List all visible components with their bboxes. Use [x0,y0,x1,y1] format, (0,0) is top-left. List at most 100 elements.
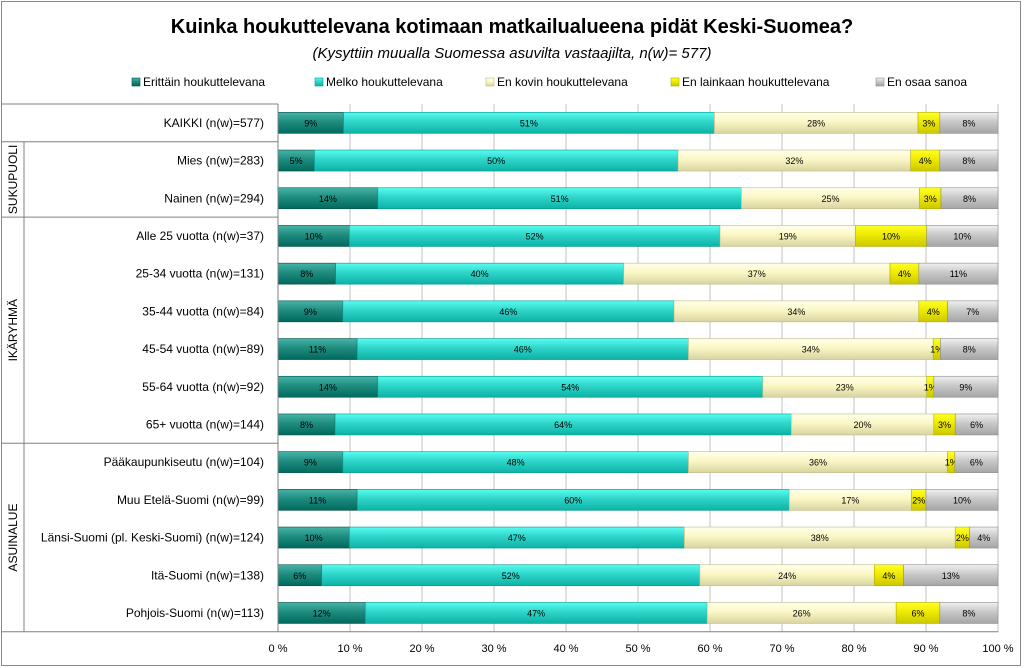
bar-row: 14% 54% 23% 1% 9% [277,375,999,398]
bar-segment [969,526,999,549]
data-label: 4% [927,307,940,317]
legend-swatch [485,77,495,87]
bar-segment [940,187,999,210]
data-label: 1% [930,345,943,355]
group-label: IKÄRYHMÄ [6,299,20,361]
category-label: 65+ vuotta (n(w)=144) [146,417,264,431]
bar-segment [939,602,999,624]
data-label: 6% [911,608,924,618]
category-label: 55-64 vuotta (n(w)=92) [142,380,264,394]
x-tick-label: 30 % [481,643,506,655]
chart-subtitle: (Kysyttiin muualla Suomessa asuvilta vas… [313,45,712,62]
bar-row: 6% 52% 24% 4% 13% [277,564,999,587]
legend-item: En osaa sanoa [875,75,967,89]
data-label: 6% [970,458,983,468]
bar-segment [925,489,999,511]
data-label: 9% [304,458,317,468]
data-label: 1% [945,458,958,468]
category-label: Nainen (n(w)=294) [164,191,264,205]
data-label: 8% [962,608,975,618]
legend: Erittäin houkuttelevana Melko houkuttelev… [131,75,967,89]
legend-label: Erittäin houkuttelevana [143,75,265,89]
data-label: 34% [787,307,805,317]
data-label: 13% [942,571,960,581]
data-label: 4% [898,269,911,279]
bar-row: 10% 52% 19% 10% 10% [277,225,999,247]
category-labels: KAIKKI (n(w)=577) Mies (n(w)=283) Nainen (… [41,116,264,620]
group-labels: SUKUPUOLI IKÄRYHMÄ ASUINALUE [2,103,278,633]
bar-row: 8% 64% 20% 3% 6% [277,413,999,436]
data-label: 20% [854,420,872,430]
bar-segment [940,338,999,360]
bar-row: 10% 47% 38% 2% 4% [277,526,999,549]
data-label: 46% [499,307,517,317]
x-tick-label: 60 % [697,643,722,655]
data-label: 24% [778,571,796,581]
data-label: 17% [841,495,859,505]
bar-row: 9% 48% 36% 1% 6% [277,451,999,473]
data-label: 38% [811,533,829,543]
category-label: KAIKKI (n(w)=577) [164,116,264,130]
data-label: 4% [882,571,895,581]
data-label: 37% [748,269,766,279]
legend-swatch [131,77,141,87]
bar-row: 11% 46% 34% 1% 8% [277,338,999,360]
data-label: 11% [309,345,326,355]
bar-segment [954,451,999,473]
data-label: 9% [304,307,317,317]
data-label: 64% [554,420,572,430]
data-label: 10% [882,231,900,241]
bar-row: 9% 46% 34% 4% 7% [277,300,999,323]
data-label: 14% [319,194,337,204]
data-label: 4% [919,156,932,166]
bar-segment [939,149,999,172]
data-label: 9% [304,118,317,128]
data-label: 5% [290,156,303,166]
data-label: 3% [924,194,937,204]
legend-item: Melko houkuttelevana [314,75,443,89]
data-label: 32% [785,156,803,166]
data-label: 4% [977,533,990,543]
bar-segment [918,262,999,285]
legend-label: Melko houkuttelevana [326,75,443,89]
data-label: 52% [502,571,520,581]
bar-segment [939,112,999,134]
data-label: 26% [793,608,811,618]
category-label: Pohjois-Suomi (n(w)=113) [126,606,264,620]
legend-swatch [670,77,680,87]
legend-item: Erittäin houkuttelevana [131,75,265,89]
data-label: 46% [514,345,532,355]
category-label: 45-54 vuotta (n(w)=89) [142,342,264,356]
data-label: 12% [313,608,331,618]
data-label: 48% [507,458,525,468]
x-axis: 0 % 10 % 20 % 30 % 40 % 50 % 60 % 70 % 80 % 90 % 1… [269,104,1014,655]
data-label: 8% [963,345,976,355]
bar-row: 9% 51% 28% 3% 8% [277,112,999,134]
chart-title: Kuinka houkuttelevana kotimaan matkailua… [171,16,853,38]
data-label: 8% [962,156,975,166]
bar-segment [903,564,999,587]
x-tick-label: 0 % [269,643,288,655]
x-tick-label: 70 % [769,643,794,655]
data-label: 8% [962,118,975,128]
category-label: Alle 25 vuotta (n(w)=37) [136,229,264,243]
data-label: 10% [953,495,971,505]
data-label: 25% [821,194,839,204]
data-label: 6% [970,420,983,430]
x-tick-label: 80 % [841,643,866,655]
data-label: 3% [938,420,951,430]
data-label: 8% [300,269,313,279]
data-label: 34% [802,345,820,355]
category-label: Mies (n(w)=283) [177,154,264,168]
legend-item: En kovin houkuttelevana [485,75,628,89]
data-label: 51% [520,118,538,128]
data-label: 52% [526,231,544,241]
data-label: 54% [561,382,579,392]
group-label: SUKUPUOLI [6,145,20,214]
bar-row: 5% 50% 32% 4% 8% [277,149,999,172]
data-label: 9% [959,382,972,392]
data-label: 47% [527,608,545,618]
bars: 9% 51% 28% 3% 8% 5% 50% 32% 4% 8% 14% 51% 25% 3% 8% 10%… [277,112,999,624]
bar-row: 11% 60% 17% 2% 10% [277,489,999,511]
